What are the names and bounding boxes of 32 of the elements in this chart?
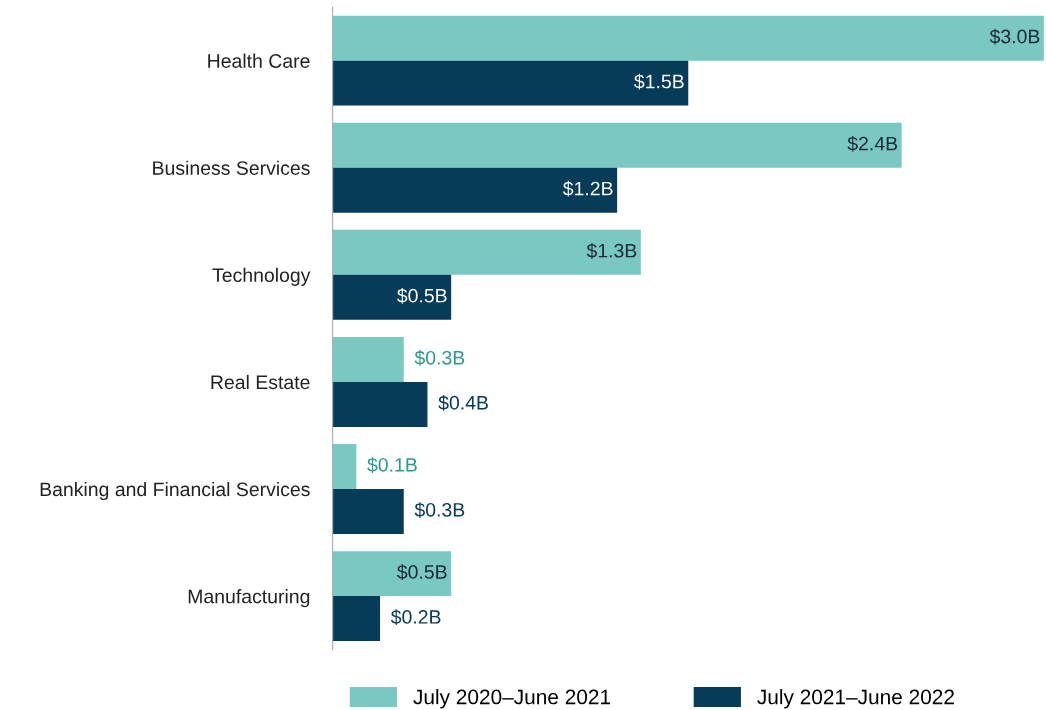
bar [332,229,641,275]
bar [332,381,428,427]
data-label: $0.5B [397,564,447,580]
bar [332,444,357,490]
bar [332,15,1044,61]
bar [332,122,902,168]
legend-label: July 2020–June 2021 [413,689,611,709]
data-label: $0.1B [367,457,417,473]
data-label: $0.4B [438,395,488,411]
data-label: $3.0B [989,28,1040,45]
bar [332,167,618,213]
bar [332,551,452,597]
bar [332,336,404,382]
y-tick-label: Manufacturing [188,589,310,608]
data-label: $1.5B [634,73,684,90]
data-label: $0.2B [390,609,441,625]
bar [332,489,404,534]
data-label: $1.2B [562,180,613,197]
y-tick-label: Business Services [153,160,310,175]
y-tick-label: Banking and Financial Services [40,481,310,501]
data-label: $0.3B [414,502,465,518]
legend-label: July 2021–June 2022 [757,689,954,709]
data-label: $2.4B [847,135,898,152]
data-label: $0.5B [397,287,447,304]
bar [332,596,381,642]
bar [332,60,689,106]
bar [332,274,452,320]
data-label: $0.3B [414,350,465,366]
data-label: $1.3B [586,242,637,259]
y-tick-label: Real Estate [211,374,310,390]
y-tick-label: Technology [212,267,311,286]
y-tick-label: Health Care [208,53,310,68]
